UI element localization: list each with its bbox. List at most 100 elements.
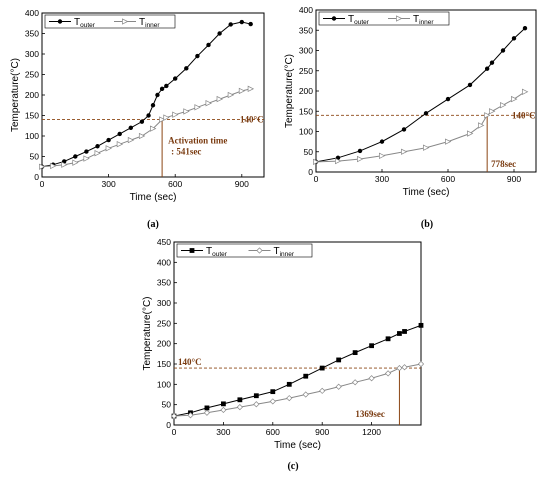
data-point (203, 409, 211, 416)
panel-label: (b) (421, 219, 433, 230)
y-axis-label: Temperature(°C) (142, 296, 153, 370)
data-point (221, 401, 226, 407)
data-point (164, 83, 169, 89)
panel-label: (a) (147, 219, 159, 230)
x-axis-label: Time (sec) (403, 187, 450, 198)
data-point (484, 112, 491, 119)
data-point (303, 373, 309, 379)
series-t-inner (170, 360, 425, 420)
y-tick-label: 350 (157, 278, 171, 288)
x-axis-label: Time (sec) (274, 440, 321, 451)
y-tick-label: 50 (162, 400, 172, 410)
data-point (220, 406, 227, 414)
data-point (239, 19, 245, 25)
data-point (94, 150, 101, 157)
data-point (150, 103, 156, 108)
legend-marker (57, 19, 63, 24)
legend-marker (331, 16, 337, 21)
legend-label-sub: outer (212, 251, 228, 258)
data-point (146, 113, 151, 118)
series-line (315, 91, 526, 163)
data-point (216, 95, 223, 103)
legend-label-main: T (206, 246, 212, 257)
legend-box (318, 11, 450, 26)
data-point (159, 86, 165, 92)
data-point (302, 391, 309, 398)
series-line (173, 324, 422, 417)
y-tick-label: 300 (299, 46, 313, 56)
annotation-text: 1369sec (355, 409, 385, 419)
data-point (195, 53, 200, 59)
data-point (270, 389, 276, 395)
threshold-label: 140°C (512, 110, 536, 120)
legend-label-sub: outer (80, 22, 96, 29)
data-point (396, 364, 403, 372)
y-tick-label: 200 (299, 86, 313, 96)
panel-label: (c) (287, 461, 298, 472)
data-point (187, 412, 194, 419)
legend-label: Touter (74, 17, 96, 29)
y-tick-label: 350 (25, 29, 39, 39)
data-point (511, 95, 518, 103)
data-point (418, 322, 424, 328)
y-tick-label: 250 (299, 66, 313, 76)
data-point (159, 116, 166, 123)
legend-label: Touter (206, 246, 228, 258)
chart-panel-3: 0 50 100 150 200 250 300 350 400 450 0 300 600 900 120… (142, 237, 425, 472)
data-point (204, 405, 210, 411)
data-point (402, 329, 407, 334)
annotation-text-line2: : 541sec (171, 147, 201, 157)
data-point (467, 130, 474, 137)
data-point (72, 159, 79, 166)
legend-marker (396, 15, 403, 22)
data-point (170, 412, 178, 420)
data-point (83, 155, 90, 162)
legend: Touter Tinner (318, 11, 450, 26)
x-tick-label: 0 (172, 427, 177, 437)
data-point (247, 85, 255, 93)
y-tick-label: 0 (166, 420, 171, 430)
legend-marker (256, 247, 263, 254)
data-point (248, 21, 253, 27)
legend-label: Tinner (139, 17, 160, 29)
y-tick-label: 100 (157, 379, 171, 389)
data-point (357, 155, 364, 163)
data-point (194, 104, 201, 111)
data-point (319, 365, 325, 371)
data-point (500, 48, 506, 53)
series-t-inner (313, 88, 529, 166)
series-t-outer (171, 322, 424, 419)
data-point (484, 66, 490, 71)
data-point (286, 395, 293, 402)
data-point (138, 132, 146, 140)
data-point (238, 87, 246, 95)
annotation-text: 778sec (491, 159, 516, 169)
data-point (478, 122, 485, 129)
data-point (522, 26, 528, 31)
data-point (139, 119, 145, 124)
data-point (335, 157, 342, 165)
y-tick-label: 400 (157, 257, 171, 267)
data-point (95, 144, 100, 149)
x-tick-label: 300 (375, 174, 389, 184)
x-tick-label: 600 (441, 174, 455, 184)
y-axis-label: Temperature(°C) (284, 54, 295, 128)
data-point (397, 331, 402, 336)
legend-label-sub: outer (354, 19, 370, 26)
data-point (236, 404, 243, 411)
data-point (237, 397, 243, 403)
y-tick-label: 150 (157, 359, 171, 369)
series-t-outer (39, 19, 253, 169)
data-point (357, 148, 363, 154)
legend-marker (189, 248, 195, 253)
data-point (319, 387, 326, 394)
legend-label: Tinner (413, 14, 434, 26)
data-point (286, 381, 292, 387)
data-point (417, 360, 425, 368)
data-point (106, 137, 111, 143)
x-axis-label: Time (sec) (130, 192, 177, 203)
data-point (155, 92, 160, 98)
data-point (423, 144, 430, 151)
threshold-label: 140°C (178, 357, 202, 367)
